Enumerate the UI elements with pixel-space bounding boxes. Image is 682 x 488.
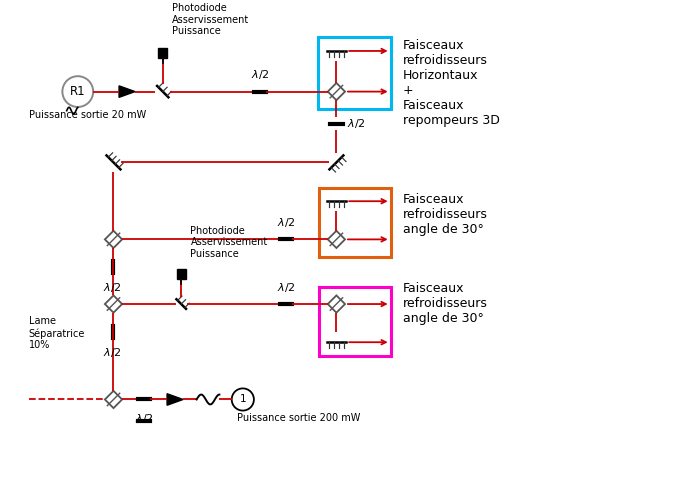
Text: Faisceaux
refroidisseurs
Horizontaux
+
Faisceaux
repompeurs 3D: Faisceaux refroidisseurs Horizontaux + F… (403, 39, 500, 127)
Bar (318, 38, 391, 109)
Text: Puissance sortie 20 mW: Puissance sortie 20 mW (29, 110, 146, 120)
Text: $\lambda/2$: $\lambda/2$ (348, 117, 366, 130)
Bar (177, 269, 186, 279)
Bar (319, 287, 391, 356)
Text: $\lambda/2$: $\lambda/2$ (251, 68, 269, 81)
Text: Faisceaux
refroidisseurs
angle de 30°: Faisceaux refroidisseurs angle de 30° (403, 193, 488, 236)
Text: $\lambda/2$: $\lambda/2$ (277, 216, 295, 229)
Bar (319, 188, 391, 257)
Polygon shape (119, 86, 135, 98)
Text: R1: R1 (70, 85, 85, 98)
Text: 1: 1 (239, 394, 246, 405)
Polygon shape (167, 394, 183, 405)
Text: Photodiode
Asservissement
Puissance: Photodiode Asservissement Puissance (172, 3, 249, 36)
Bar (158, 48, 167, 58)
Text: Faisceaux
refroidisseurs
angle de 30°: Faisceaux refroidisseurs angle de 30° (403, 283, 488, 325)
Text: Lame
Séparatrice
10%: Lame Séparatrice 10% (29, 316, 85, 350)
Text: $\lambda/2$: $\lambda/2$ (103, 346, 121, 359)
Text: $\lambda/2$: $\lambda/2$ (103, 281, 121, 294)
Text: $\lambda/2$: $\lambda/2$ (277, 281, 295, 294)
Text: Puissance sortie 200 mW: Puissance sortie 200 mW (237, 413, 360, 423)
Text: $\lambda/2$: $\lambda/2$ (135, 412, 153, 425)
Text: Photodiode
Asservissement
Puissance: Photodiode Asservissement Puissance (190, 226, 268, 259)
